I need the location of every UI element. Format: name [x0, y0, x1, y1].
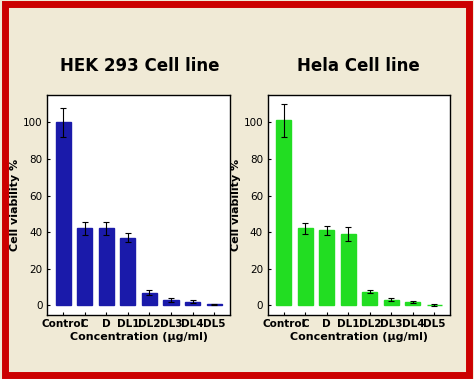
- Bar: [405, 302, 420, 305]
- X-axis label: Concentration (μg/ml): Concentration (μg/ml): [290, 332, 428, 342]
- Bar: [56, 122, 71, 305]
- Bar: [384, 300, 399, 305]
- Bar: [120, 238, 136, 305]
- Bar: [207, 304, 221, 305]
- X-axis label: Concentration (μg/ml): Concentration (μg/ml): [70, 332, 208, 342]
- Bar: [164, 300, 179, 305]
- Y-axis label: Cell viability %: Cell viability %: [230, 158, 240, 251]
- Bar: [99, 229, 114, 305]
- Bar: [142, 293, 157, 305]
- Bar: [362, 292, 377, 305]
- Bar: [298, 229, 313, 305]
- Bar: [185, 302, 200, 305]
- Text: Hela Cell line: Hela Cell line: [298, 57, 420, 75]
- Bar: [276, 121, 291, 305]
- Bar: [77, 229, 92, 305]
- Text: HEK 293 Cell line: HEK 293 Cell line: [60, 57, 219, 75]
- Bar: [341, 234, 356, 305]
- Bar: [319, 230, 334, 305]
- Y-axis label: Cell viability %: Cell viability %: [10, 158, 20, 251]
